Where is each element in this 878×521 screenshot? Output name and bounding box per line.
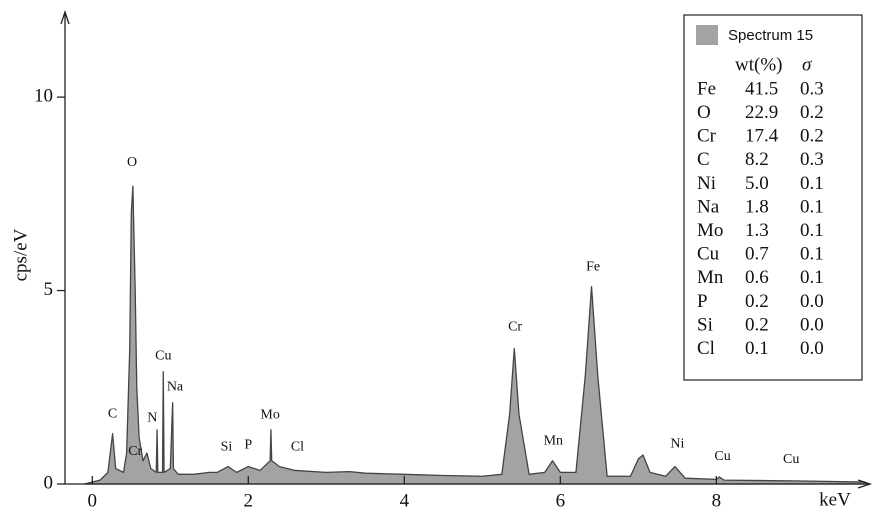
table-cell: 17.4 <box>745 126 779 147</box>
peak-label: Cu <box>155 349 171 364</box>
table-cell: 0.0 <box>800 314 824 335</box>
table-cell: 0.2 <box>745 314 769 335</box>
peak-label: Na <box>167 379 184 394</box>
table-cell: 1.3 <box>745 220 769 241</box>
table-cell: 22.9 <box>745 102 778 123</box>
legend-entry: Spectrum 15 <box>728 27 813 44</box>
table-cell: 0.2 <box>800 126 824 147</box>
table-cell: 0.2 <box>800 102 824 123</box>
peak-label: C <box>108 407 117 422</box>
peak-label: P <box>244 438 252 453</box>
table-cell: Na <box>697 196 720 217</box>
table-cell: Cr <box>697 126 717 147</box>
table-cell: 0.0 <box>800 291 824 312</box>
table-cell: 0.0 <box>800 338 824 359</box>
table-cell: 0.1 <box>800 220 824 241</box>
y-tick-label: 5 <box>44 279 54 300</box>
peak-label: Cr <box>128 444 142 459</box>
table-cell: 0.6 <box>745 267 769 288</box>
y-axis-label: cps/eV <box>10 228 31 281</box>
table-cell: O <box>697 102 711 123</box>
table-cell: 41.5 <box>745 78 778 99</box>
table-cell: 0.1 <box>800 267 824 288</box>
y-tick-label: 10 <box>34 85 53 106</box>
peak-label: Ni <box>670 436 684 451</box>
table-header: σ <box>802 54 812 75</box>
y-axis-arrow <box>60 9 70 25</box>
peak-label: O <box>127 155 137 170</box>
table-cell: C <box>697 149 710 170</box>
table-cell: Ni <box>697 173 716 194</box>
peak-label: Cu <box>783 452 799 467</box>
legend-box <box>683 14 863 381</box>
table-cell: 0.1 <box>800 196 824 217</box>
table-cell: 0.1 <box>800 244 824 265</box>
table-cell: 1.8 <box>745 196 769 217</box>
peak-label: Cu <box>714 449 730 464</box>
peak-label: Mn <box>544 434 563 449</box>
table-cell: 0.3 <box>800 149 824 170</box>
table-cell: 5.0 <box>745 173 769 194</box>
peak-label: Cr <box>508 320 522 335</box>
x-tick-label: 0 <box>88 490 98 511</box>
table-cell: Fe <box>697 78 716 99</box>
y-tick-label: 0 <box>44 472 54 493</box>
table-cell: 8.2 <box>745 149 769 170</box>
table-header: wt(%) <box>735 54 782 75</box>
x-axis-arrow <box>857 479 873 489</box>
table-cell: Mn <box>697 267 724 288</box>
table-cell: 0.2 <box>745 291 769 312</box>
table-cell: Cu <box>697 244 720 265</box>
x-tick-label: 6 <box>556 490 566 511</box>
peak-label: Cl <box>291 439 304 454</box>
x-tick-label: 8 <box>712 490 722 511</box>
x-axis-label: keV <box>819 489 851 510</box>
x-tick-label: 2 <box>244 490 254 511</box>
legend-swatch <box>696 25 718 45</box>
table-cell: 0.7 <box>745 244 769 265</box>
table-cell: Cl <box>697 338 715 359</box>
peak-label: Fe <box>586 260 600 275</box>
peak-label: N <box>147 410 157 425</box>
peak-label: Mo <box>260 407 279 422</box>
table-cell: 0.1 <box>745 338 769 359</box>
table-cell: 0.1 <box>800 173 824 194</box>
peak-label: Si <box>221 439 233 454</box>
spectrum <box>83 185 866 485</box>
table-cell: 0.3 <box>800 78 824 99</box>
table-cell: Si <box>697 314 713 335</box>
table-cell: Mo <box>697 220 723 241</box>
table-cell: P <box>697 291 708 312</box>
x-tick-label: 4 <box>400 490 410 511</box>
